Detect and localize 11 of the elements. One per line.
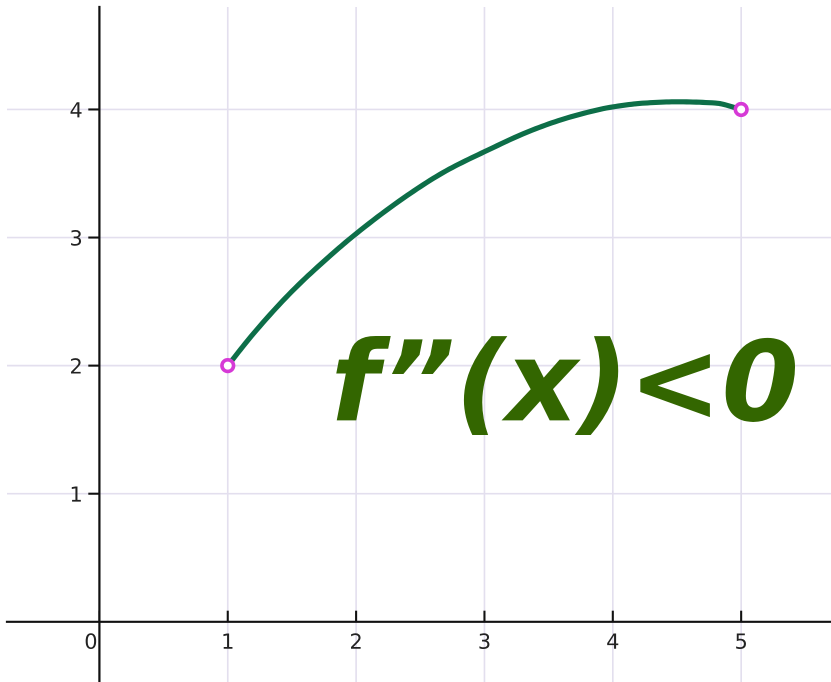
x-tick-label: 0: [86, 633, 96, 650]
x-tick-label: 3: [479, 633, 490, 650]
x-tick-label: 1: [223, 634, 232, 649]
x-tick-label: 2: [351, 633, 361, 649]
x-tick-label: 4: [607, 634, 618, 649]
x-tick-label: 5: [736, 634, 746, 650]
y-tick-label: 3: [71, 230, 82, 246]
y-tick-label: 1: [72, 486, 81, 502]
y-tick-label: 2: [71, 358, 81, 374]
annotation: f”(x)<0: [336, 336, 796, 436]
y-tick-label: 4: [70, 102, 82, 118]
